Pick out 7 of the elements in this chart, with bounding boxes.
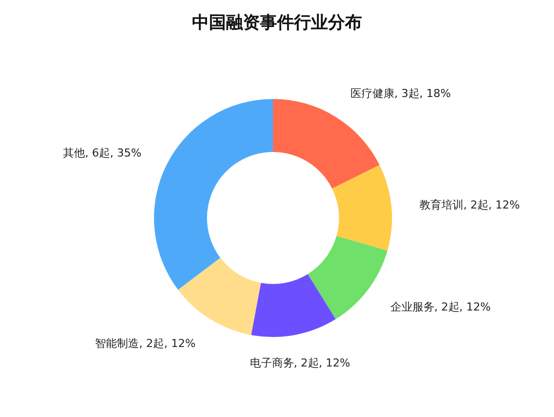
slice-label: 教育培训, 2起, 12%: [419, 198, 520, 212]
slice-label: 企业服务, 2起, 12%: [390, 300, 491, 314]
slice-label: 智能制造, 2起, 12%: [95, 336, 196, 350]
chart-title: 中国融资事件行业分布: [192, 13, 362, 33]
slice-label: 其他, 6起, 35%: [62, 146, 142, 160]
slice-label: 医疗健康, 3起, 18%: [350, 87, 451, 100]
slice-label: 电子商务, 2起, 12%: [250, 356, 350, 370]
